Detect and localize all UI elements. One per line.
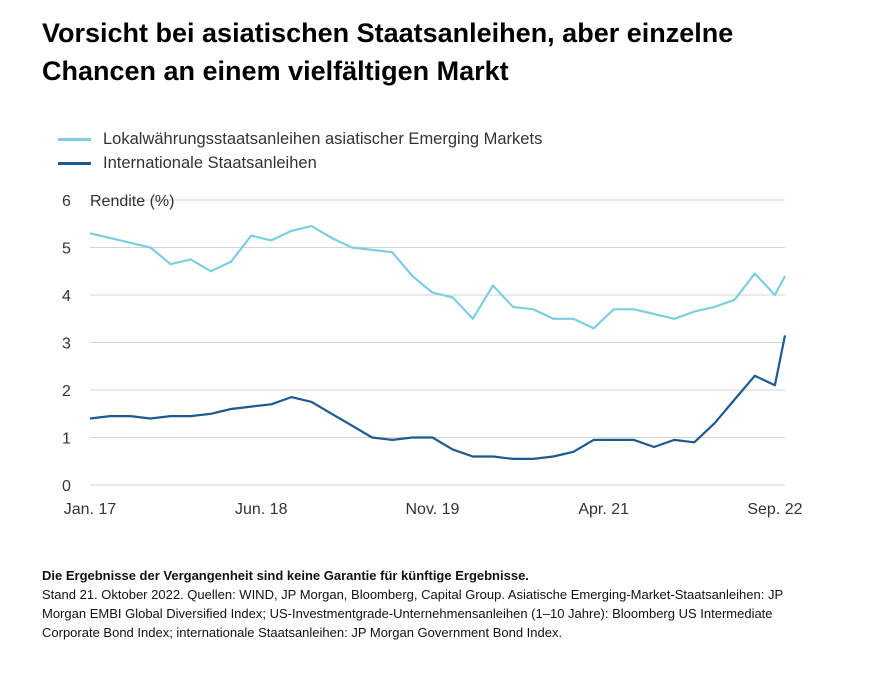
y-tick-label: 3 xyxy=(62,336,71,353)
x-tick-label: Sep. 22 xyxy=(747,501,802,518)
legend-item-local-currency: Lokalwährungsstaatsanleihen asiatischer … xyxy=(58,127,542,151)
y-tick-label: 0 xyxy=(62,478,71,495)
y-tick-label: 6 xyxy=(62,193,71,210)
line-chart: 0 1 2 3 4 5 6 Rendite (%) Jan. 17 Jun. 18 Nov. 19 A… xyxy=(62,193,803,518)
chart-legend: Lokalwährungsstaatsanleihen asiatischer … xyxy=(58,127,542,175)
x-tick-label: Jun. 18 xyxy=(235,501,288,518)
legend-swatch-light xyxy=(58,137,91,141)
y-axis-label: Rendite (%) xyxy=(90,193,174,210)
y-tick-label: 4 xyxy=(62,288,71,305)
series-line-2 xyxy=(89,335,787,460)
y-tick-label: 2 xyxy=(62,383,71,400)
footer: Die Ergebnisse der Vergangenheit sind ke… xyxy=(42,566,802,642)
x-tick-label: Jan. 17 xyxy=(64,501,117,518)
footer-note: Stand 21. Oktober 2022. Quellen: WIND, J… xyxy=(42,587,783,640)
legend-label: Internationale Staatsanleihen xyxy=(103,153,317,172)
x-tick-label: Nov. 19 xyxy=(405,501,459,518)
legend-label: Lokalwährungsstaatsanleihen asiatischer … xyxy=(103,129,543,148)
footer-disclaimer: Die Ergebnisse der Vergangenheit sind ke… xyxy=(42,568,529,583)
legend-swatch-dark xyxy=(58,161,91,165)
y-tick-label: 1 xyxy=(62,431,71,448)
series-line-1 xyxy=(89,225,786,330)
legend-item-international: Internationale Staatsanleihen xyxy=(58,151,542,175)
x-tick-label: Apr. 21 xyxy=(578,501,629,518)
chart-title: Vorsicht bei asiatischen Staatsanleihen,… xyxy=(42,18,734,86)
y-tick-label: 5 xyxy=(62,241,71,258)
